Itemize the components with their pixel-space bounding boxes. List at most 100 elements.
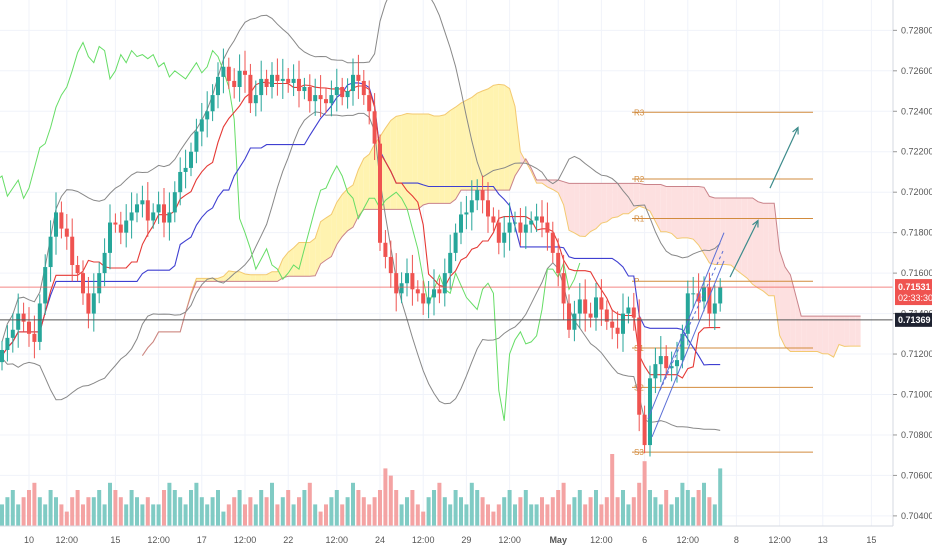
candle-body[interactable] <box>432 289 436 298</box>
candle-body[interactable] <box>162 204 166 223</box>
candle-body[interactable] <box>680 333 685 361</box>
candle-body[interactable] <box>718 287 723 304</box>
candle-body[interactable] <box>702 287 706 302</box>
candle-body[interactable] <box>16 313 21 330</box>
trend-channel-mid[interactable] <box>659 248 725 391</box>
current-price-badge[interactable] <box>895 279 932 306</box>
candle-body[interactable] <box>367 95 372 112</box>
candle-body[interactable] <box>178 171 183 193</box>
candle-body[interactable] <box>345 91 350 98</box>
candle-body[interactable] <box>453 232 458 253</box>
candle-body[interactable] <box>685 293 690 334</box>
candle-body[interactable] <box>232 80 237 87</box>
candle-body[interactable] <box>577 299 582 314</box>
candle-body[interactable] <box>653 364 658 379</box>
candle-body[interactable] <box>696 293 701 302</box>
candle-body[interactable] <box>124 220 129 233</box>
candle-body[interactable] <box>459 214 463 233</box>
candle-body[interactable] <box>507 222 512 233</box>
candle-body[interactable] <box>383 242 388 257</box>
candle-body[interactable] <box>297 78 301 92</box>
candle-body[interactable] <box>205 111 210 120</box>
candle-body[interactable] <box>210 95 215 112</box>
candle-body[interactable] <box>378 143 382 243</box>
candle-body[interactable] <box>642 414 647 446</box>
candle-body[interactable] <box>712 303 717 314</box>
candle-body[interactable] <box>442 273 447 294</box>
candle-body[interactable] <box>259 78 264 96</box>
candle-body[interactable] <box>669 366 674 369</box>
candle-body[interactable] <box>675 360 679 367</box>
candle-body[interactable] <box>550 232 555 253</box>
candle-body[interactable] <box>394 273 399 294</box>
candle-body[interactable] <box>648 378 652 446</box>
crosshair-price-badge[interactable] <box>895 312 932 327</box>
candle-body[interactable] <box>448 252 453 274</box>
candle-body[interactable] <box>361 80 366 96</box>
candle-body[interactable] <box>631 307 636 318</box>
candle-body[interactable] <box>621 313 625 334</box>
candle-body[interactable] <box>135 204 139 213</box>
candle-body[interactable] <box>469 200 474 213</box>
candle-body[interactable] <box>529 220 534 225</box>
candle-body[interactable] <box>599 297 604 310</box>
candle-body[interactable] <box>189 151 193 168</box>
candlesticks[interactable] <box>0 48 723 457</box>
candle-body[interactable] <box>426 297 431 304</box>
candle-body[interactable] <box>118 224 123 233</box>
candle-body[interactable] <box>86 293 91 314</box>
candle-body[interactable] <box>523 224 528 233</box>
price-axis[interactable]: 0.72800 0.72600 0.72400 0.72200 0.72000 0.718… <box>892 0 932 550</box>
candle-body[interactable] <box>496 222 501 243</box>
candle-body[interactable] <box>156 204 161 213</box>
candle-body[interactable] <box>583 299 588 314</box>
candle-body[interactable] <box>437 289 442 294</box>
candle-body[interactable] <box>491 216 496 223</box>
candle-body[interactable] <box>37 303 42 342</box>
candle-body[interactable] <box>691 293 696 295</box>
candle-body[interactable] <box>151 212 156 221</box>
candle-body[interactable] <box>588 313 593 318</box>
candle-body[interactable] <box>216 76 220 96</box>
candle-body[interactable] <box>415 289 420 294</box>
time-axis[interactable]: 10 12:00 15 12:00 17 12:00 22 12:00 24 12:00 29 12:… <box>0 525 893 550</box>
candle-body[interactable] <box>594 297 598 318</box>
candle-body[interactable] <box>64 228 69 237</box>
candle-body[interactable] <box>32 333 37 342</box>
candle-body[interactable] <box>307 86 312 102</box>
candle-body[interactable] <box>664 356 669 369</box>
candle-body[interactable] <box>561 273 566 304</box>
projection-arrow[interactable] <box>769 127 799 189</box>
trend-channel-lower[interactable] <box>651 260 725 438</box>
candle-body[interactable] <box>43 267 48 304</box>
candle-body[interactable] <box>81 273 85 294</box>
candle-body[interactable] <box>140 200 145 205</box>
candle-body[interactable] <box>97 273 102 294</box>
candle-body[interactable] <box>70 236 75 266</box>
candle-body[interactable] <box>113 222 118 225</box>
candle-body[interactable] <box>707 287 712 314</box>
candle-body[interactable] <box>145 200 150 221</box>
candle-body[interactable] <box>275 74 280 81</box>
candle-body[interactable] <box>475 190 480 201</box>
candle-body[interactable] <box>604 309 609 322</box>
candle-body[interactable] <box>405 273 409 284</box>
candle-body[interactable] <box>658 356 663 365</box>
candle-body[interactable] <box>534 216 539 221</box>
candle-body[interactable] <box>54 212 58 237</box>
candle-body[interactable] <box>48 236 53 268</box>
candle-body[interactable] <box>626 307 631 314</box>
drawings[interactable] <box>647 126 799 438</box>
candle-body[interactable] <box>410 273 415 290</box>
candle-body[interactable] <box>270 74 274 87</box>
candle-body[interactable] <box>237 70 242 87</box>
candle-body[interactable] <box>545 222 550 233</box>
candle-body[interactable] <box>243 70 247 75</box>
candle-body[interactable] <box>351 74 355 92</box>
candle-body[interactable] <box>556 252 561 274</box>
candle-body[interactable] <box>637 317 642 415</box>
candle-body[interactable] <box>291 78 296 83</box>
candle-body[interactable] <box>59 212 64 229</box>
candle-body[interactable] <box>567 303 571 330</box>
